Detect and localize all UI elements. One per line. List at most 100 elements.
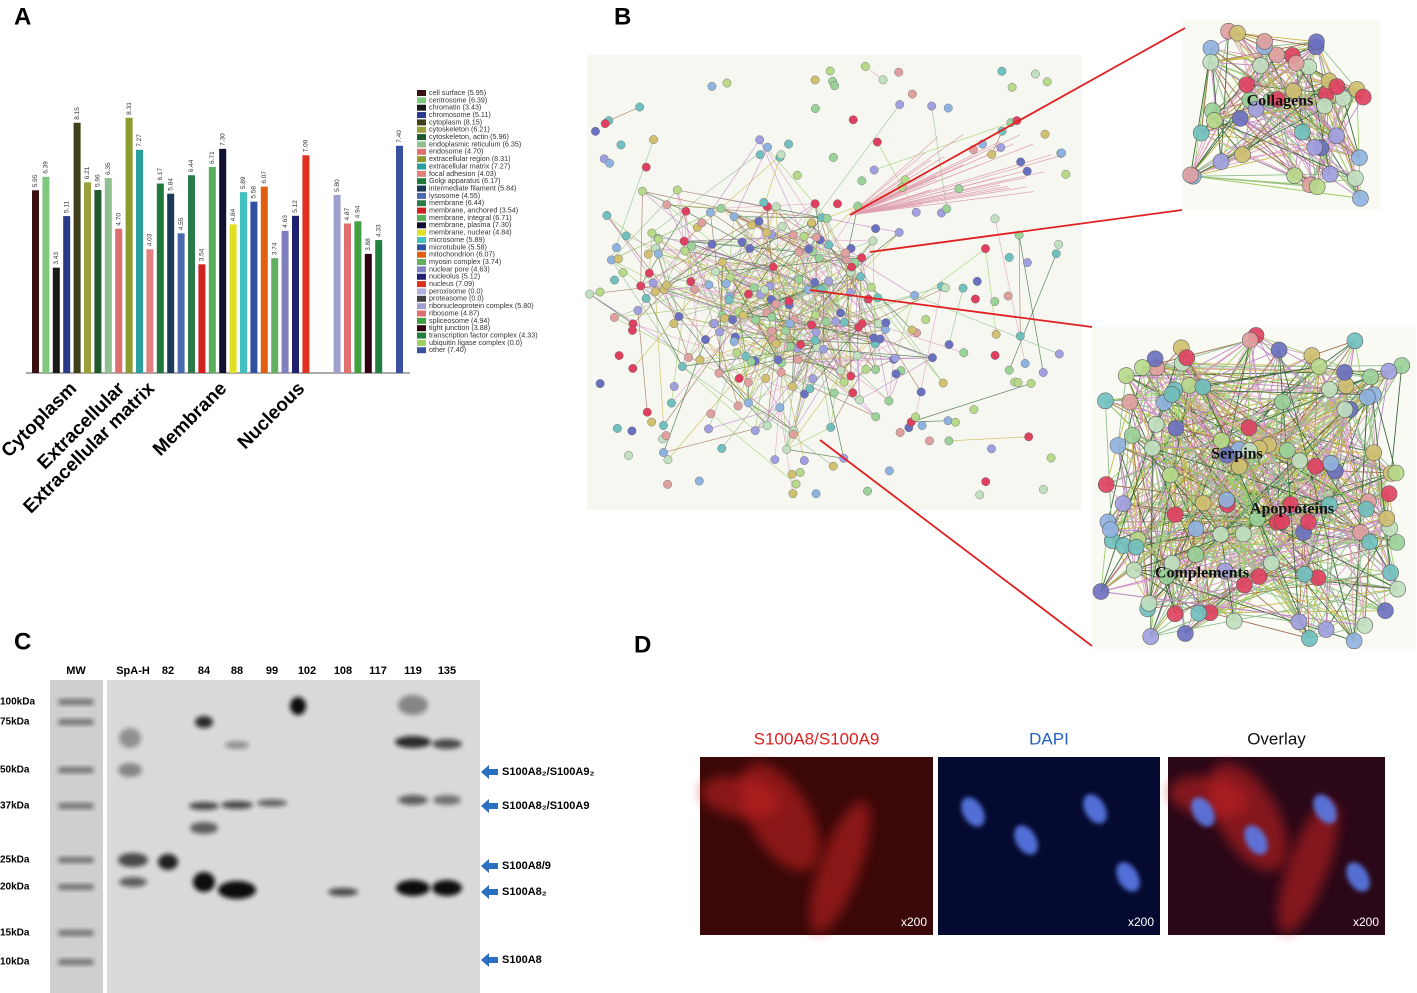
bar: [73, 122, 81, 373]
network-edge: [712, 323, 739, 407]
blot-band: [432, 880, 462, 896]
network-node: [690, 284, 699, 294]
bar-value-label: 5.95: [32, 174, 39, 187]
network-node: [1054, 240, 1064, 249]
network-node: [829, 388, 839, 398]
network-node: [642, 407, 652, 417]
cell-nucleus: [1014, 825, 1038, 855]
legend-label: spliceosome (4.94): [429, 316, 490, 325]
network-node: [788, 429, 798, 439]
network-node: [921, 315, 931, 324]
network-node: [826, 423, 836, 432]
network-node: [767, 312, 777, 322]
network-edge: [911, 383, 1032, 423]
network-edge: [780, 372, 788, 450]
network-edge: [651, 232, 799, 280]
network-node: [846, 371, 856, 381]
network-node: [624, 451, 633, 460]
blot-mw-strip: [50, 680, 103, 993]
network-edge: [640, 191, 643, 286]
network-node: [1042, 77, 1052, 87]
network-node: [605, 158, 614, 168]
network-node: [722, 78, 732, 88]
zoom-edge: [1210, 61, 1311, 186]
zoom-edge: [1150, 534, 1222, 637]
network-node: [848, 115, 858, 125]
network-edge: [721, 372, 782, 449]
zoom-edge: [1131, 435, 1150, 604]
cell-nucleus: [1313, 794, 1337, 824]
network-edge: [876, 141, 917, 213]
network-edge: [737, 344, 801, 407]
network-node: [667, 398, 676, 408]
network-node: [1051, 249, 1061, 259]
zoom-edge: [1308, 66, 1356, 179]
network-node: [871, 365, 880, 374]
blot-band: [432, 739, 462, 749]
marker-label: 50kDa: [0, 765, 30, 776]
network-node: [744, 289, 753, 299]
network-node: [669, 319, 679, 329]
legend-swatch: [417, 273, 426, 280]
network-node: [875, 334, 885, 344]
bar: [333, 194, 341, 373]
network-node: [824, 276, 833, 286]
legend-swatch: [417, 90, 426, 96]
legend-swatch: [417, 244, 426, 251]
zoom-edge: [1330, 365, 1403, 464]
legend-label: chromatin (3.43): [429, 103, 481, 112]
zoom-node: [1380, 362, 1398, 380]
network-node: [663, 455, 673, 465]
zoom-node: [1361, 533, 1378, 551]
network-node: [628, 364, 638, 373]
zoom-edge: [1151, 447, 1200, 614]
network-edge: [781, 362, 805, 461]
zoom-edge: [1239, 118, 1318, 188]
network-node: [715, 327, 725, 337]
network-edge: [754, 339, 816, 362]
legend-label: cell surface (5.95): [429, 88, 486, 97]
network-node: [600, 119, 610, 128]
network-node: [969, 405, 979, 414]
cell-nucleus: [961, 797, 985, 827]
network-node: [1022, 258, 1032, 267]
network-node: [792, 170, 802, 180]
marker-band: [58, 803, 94, 809]
legend-swatch: [417, 288, 426, 295]
network-edge: [640, 285, 680, 317]
network-edge: [682, 366, 756, 431]
network-node: [761, 373, 771, 383]
network-node: [734, 374, 744, 383]
legend-label: membrane (6.44): [429, 198, 484, 207]
network-node: [839, 317, 849, 327]
legend-swatch: [417, 229, 426, 236]
network-node: [925, 436, 934, 446]
network-node: [821, 317, 831, 327]
bar: [219, 148, 227, 373]
group-label: Extracellular matrix: [20, 378, 160, 518]
zoom-edge: [1156, 388, 1330, 425]
network-edge: [671, 246, 693, 404]
blot-band: [218, 881, 256, 899]
bar: [52, 267, 60, 373]
zoom-edge: [1106, 372, 1345, 486]
legend-swatch: [417, 200, 426, 207]
network-node: [661, 431, 671, 441]
network-edge: [1018, 235, 1021, 337]
zoom-edge: [1276, 99, 1318, 187]
network-edge: [705, 339, 768, 426]
network-edge: [874, 120, 1018, 171]
blot-band: [257, 799, 287, 807]
network-node: [811, 310, 821, 320]
network-node: [990, 350, 1000, 360]
network-node: [750, 426, 760, 436]
cell-nucleus: [1346, 862, 1370, 892]
network-edge: [948, 436, 1029, 442]
network-node: [795, 468, 805, 477]
network-node: [612, 243, 621, 252]
blot-band: [190, 822, 218, 834]
micrograph: [938, 757, 1160, 935]
marker-band: [58, 884, 94, 890]
zoom-node: [1380, 485, 1398, 503]
lane-label: SpA-H: [116, 665, 150, 677]
